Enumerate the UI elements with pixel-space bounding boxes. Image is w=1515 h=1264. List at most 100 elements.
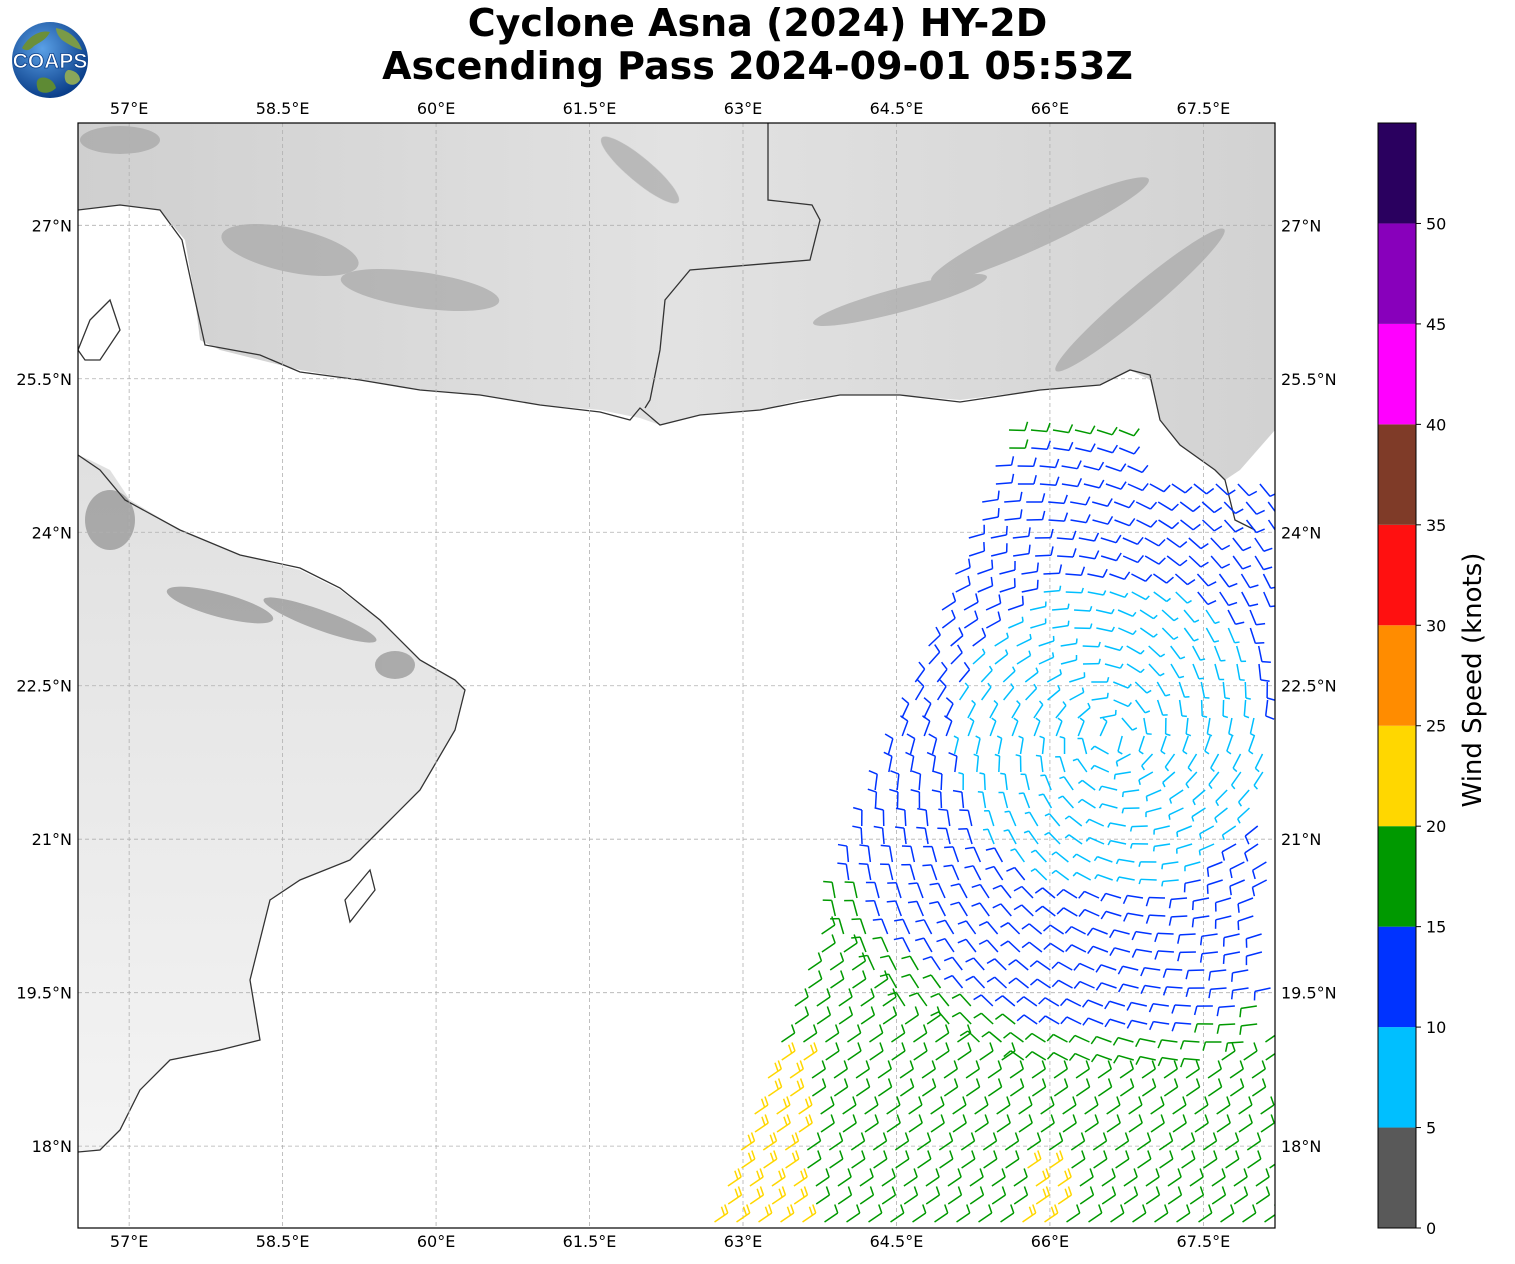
wind-barb bbox=[822, 899, 837, 917]
wind-barb bbox=[933, 770, 943, 791]
wind-barb bbox=[1192, 645, 1206, 661]
wind-barb bbox=[911, 770, 922, 791]
wind-barb bbox=[1017, 475, 1037, 485]
wind-barb bbox=[1253, 771, 1264, 790]
wind-barb bbox=[928, 626, 941, 647]
wind-barb bbox=[872, 936, 889, 953]
wind-barb bbox=[807, 952, 823, 971]
wind-barb bbox=[1044, 1204, 1059, 1223]
wind-barb bbox=[908, 992, 928, 1007]
wind-barb bbox=[1161, 879, 1179, 887]
wind-barb bbox=[1013, 1186, 1029, 1205]
wind-barb bbox=[1113, 771, 1131, 780]
wind-barb bbox=[891, 1024, 906, 1043]
wind-barb bbox=[1172, 1096, 1187, 1115]
wind-barb bbox=[1093, 855, 1113, 863]
wind-barb bbox=[982, 828, 995, 845]
wind-barb bbox=[1136, 519, 1158, 528]
wind-barb bbox=[1154, 950, 1174, 960]
wind-barb bbox=[1201, 501, 1223, 514]
wind-barb bbox=[936, 661, 948, 683]
wind-barb bbox=[1221, 843, 1237, 861]
wind-barb bbox=[958, 682, 970, 701]
wind-barb bbox=[1039, 735, 1045, 755]
wind-barb bbox=[1264, 699, 1275, 720]
wind-barb bbox=[1085, 818, 1105, 827]
wind-barb bbox=[926, 751, 937, 773]
wind-barb bbox=[1214, 807, 1228, 823]
wind-barb bbox=[894, 826, 907, 845]
lon-tick-label-top: 67.5°E bbox=[1177, 99, 1231, 118]
wind-barb bbox=[1043, 924, 1065, 935]
wind-barb bbox=[1016, 996, 1038, 1007]
wind-barb bbox=[1224, 1041, 1244, 1052]
wind-barb bbox=[1077, 702, 1091, 719]
wind-barb bbox=[1025, 683, 1038, 701]
wind-barb bbox=[1135, 501, 1158, 510]
wind-barb bbox=[936, 937, 955, 953]
wind-barb bbox=[811, 1078, 827, 1097]
colorbar-bin bbox=[1378, 524, 1416, 626]
wind-barb bbox=[879, 973, 898, 989]
wind-barb bbox=[855, 1060, 870, 1079]
wind-barb bbox=[986, 976, 1008, 989]
wind-barb bbox=[1084, 1096, 1099, 1115]
wind-barb bbox=[1167, 1168, 1182, 1187]
colorbar: 0 5 10 15 20 25 30 35 40 45 50 bbox=[1377, 122, 1446, 1238]
wind-barb bbox=[1216, 1005, 1235, 1017]
wind-barb bbox=[1205, 627, 1220, 643]
wind-barb bbox=[1126, 1001, 1148, 1011]
wind-barb bbox=[1244, 825, 1259, 845]
wind-barb bbox=[1269, 1163, 1275, 1169]
wind-barb bbox=[893, 936, 911, 953]
wind-barb bbox=[1198, 843, 1215, 856]
wind-barb bbox=[1178, 699, 1187, 718]
wind-barb bbox=[1031, 1078, 1047, 1097]
wind-barb bbox=[1004, 509, 1023, 521]
wind-barb bbox=[1237, 807, 1250, 824]
wind-barb bbox=[1266, 681, 1275, 701]
wind-barb bbox=[1197, 591, 1217, 606]
wind-barb bbox=[781, 1024, 796, 1043]
wind-barb bbox=[930, 1011, 950, 1025]
wind-barb bbox=[1056, 888, 1078, 899]
wind-barb bbox=[935, 1042, 950, 1061]
colorbar-tick-label: 5 bbox=[1426, 1119, 1436, 1138]
colorbar-tick-label: 25 bbox=[1426, 717, 1446, 736]
wind-barb bbox=[1021, 923, 1043, 935]
wind-barb bbox=[1158, 519, 1180, 530]
wind-barb bbox=[1188, 537, 1209, 550]
wind-barb bbox=[1249, 609, 1266, 626]
wind-barb bbox=[1259, 483, 1275, 498]
wind-barb bbox=[1074, 425, 1096, 435]
wind-barb bbox=[776, 1114, 791, 1133]
wind-barb bbox=[945, 697, 954, 719]
wind-barb bbox=[1071, 1150, 1086, 1169]
wind-barb bbox=[957, 1024, 972, 1043]
wind-barb bbox=[1018, 735, 1024, 755]
wind-barb bbox=[921, 715, 931, 737]
wind-barb bbox=[754, 1096, 769, 1115]
wind-barb bbox=[1012, 527, 1031, 539]
wind-barb bbox=[864, 1096, 879, 1115]
wind-barb bbox=[1060, 638, 1078, 647]
wind-barb bbox=[820, 1096, 835, 1115]
wind-barb bbox=[873, 1150, 888, 1169]
lon-tick-label-top: 60°E bbox=[417, 99, 455, 118]
wind-barb bbox=[957, 1042, 972, 1061]
wind-barb bbox=[803, 1042, 818, 1061]
wind-barb bbox=[1112, 1036, 1134, 1046]
wind-barb bbox=[1178, 681, 1190, 698]
wind-barb bbox=[1221, 1042, 1236, 1061]
wind-barb bbox=[1062, 1096, 1077, 1115]
wind-barb bbox=[943, 956, 963, 971]
lat-tick-label-left: 18°N bbox=[32, 1137, 72, 1156]
wind-barb bbox=[1168, 897, 1188, 909]
wind-barb bbox=[829, 952, 845, 971]
wind-barb bbox=[1090, 745, 1109, 755]
wind-barb bbox=[1245, 933, 1262, 948]
wind-barb bbox=[944, 846, 960, 863]
wind-barb bbox=[991, 1168, 1006, 1187]
wind-barb bbox=[899, 1078, 915, 1097]
colorbar-tick-label: 45 bbox=[1426, 315, 1446, 334]
